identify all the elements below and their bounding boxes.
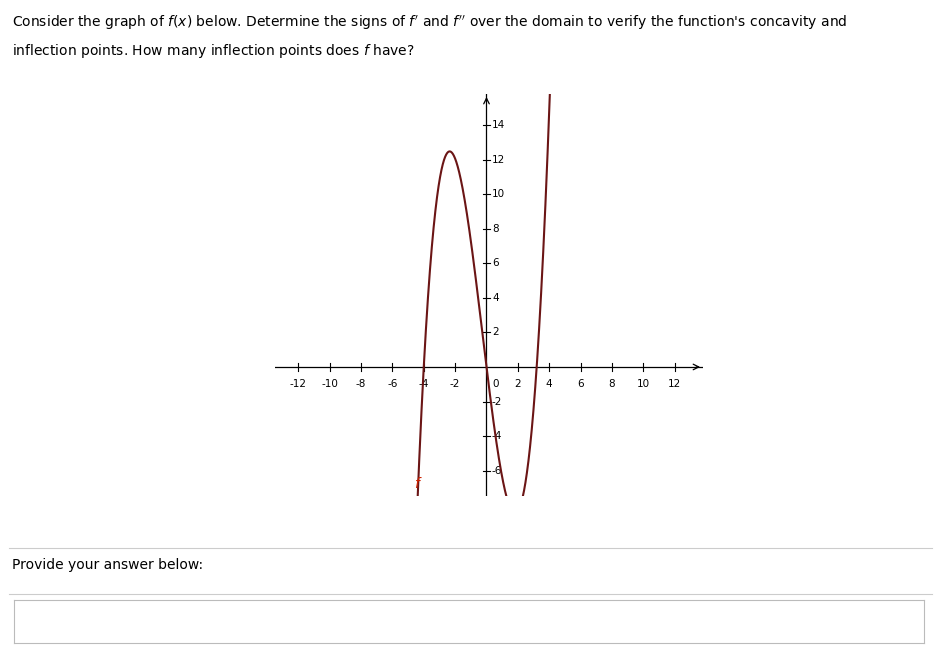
Text: 10: 10: [637, 379, 650, 389]
Text: -4: -4: [492, 431, 502, 441]
Text: -10: -10: [321, 379, 338, 389]
Text: 6: 6: [577, 379, 584, 389]
Text: 8: 8: [609, 379, 615, 389]
Text: 0: 0: [492, 379, 499, 389]
Text: -6: -6: [492, 465, 502, 476]
Text: 12: 12: [492, 154, 505, 165]
Text: -6: -6: [387, 379, 398, 389]
Text: -4: -4: [419, 379, 429, 389]
Text: 14: 14: [492, 120, 505, 130]
Text: 4: 4: [546, 379, 552, 389]
Text: 2: 2: [515, 379, 521, 389]
Text: -2: -2: [492, 397, 502, 406]
Text: Consider the graph of $f(x)$ below. Determine the signs of $f'$ and $f''$ over t: Consider the graph of $f(x)$ below. Dete…: [12, 14, 848, 32]
Text: Provide your answer below:: Provide your answer below:: [12, 558, 203, 572]
Text: 10: 10: [492, 190, 505, 199]
Text: $f$: $f$: [414, 476, 423, 491]
Text: 12: 12: [668, 379, 681, 389]
Text: inflection points. How many inflection points does $f$ have?: inflection points. How many inflection p…: [12, 42, 415, 60]
Text: 2: 2: [492, 328, 499, 337]
Text: 4: 4: [492, 293, 499, 303]
Text: -2: -2: [450, 379, 460, 389]
Text: -12: -12: [290, 379, 307, 389]
Text: -8: -8: [356, 379, 366, 389]
Text: 6: 6: [492, 258, 499, 268]
Text: 8: 8: [492, 224, 499, 234]
